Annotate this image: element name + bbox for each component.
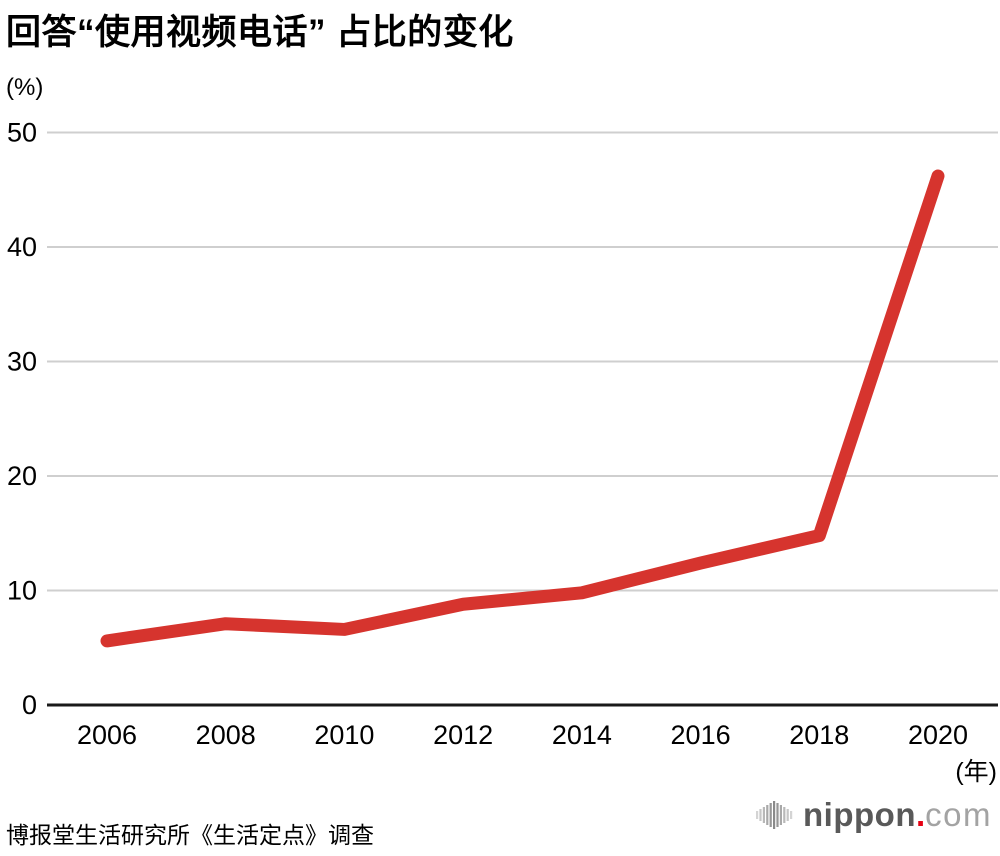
chart-title: 回答“使用视频电话” 占比的变化 [6, 13, 514, 52]
x-tick-label: 2006 [77, 720, 137, 750]
nippon-logo: nippon . com [755, 796, 992, 834]
y-tick-label: 0 [22, 690, 37, 720]
soundwave-bars [756, 801, 793, 829]
x-tick-label: 2012 [433, 720, 493, 750]
y-axis-unit-label: (%) [6, 74, 44, 101]
x-tick-label: 2018 [789, 720, 849, 750]
logo-dot: . [915, 796, 926, 833]
logo-brand-text: nippon [803, 796, 916, 833]
logo-tld-text: com [925, 796, 992, 833]
x-tick-label: 2020 [908, 720, 968, 750]
soundwave-icon [756, 801, 793, 829]
data-line-series [100, 169, 945, 648]
x-tick-label: 2014 [552, 720, 612, 750]
y-tick-label: 40 [7, 232, 37, 262]
x-tick-label: 2016 [671, 720, 731, 750]
x-axis-unit-label: (年) [955, 758, 997, 786]
x-tick-label: 2008 [196, 720, 256, 750]
y-tick-label: 30 [7, 347, 37, 377]
source-caption: 博报堂生活研究所《生活定点》调查 [6, 822, 374, 848]
y-tick-label: 10 [7, 576, 37, 606]
y-tick-label: 20 [7, 461, 37, 491]
y-tick-label: 50 [7, 118, 37, 148]
x-tick-label: 2010 [314, 720, 374, 750]
